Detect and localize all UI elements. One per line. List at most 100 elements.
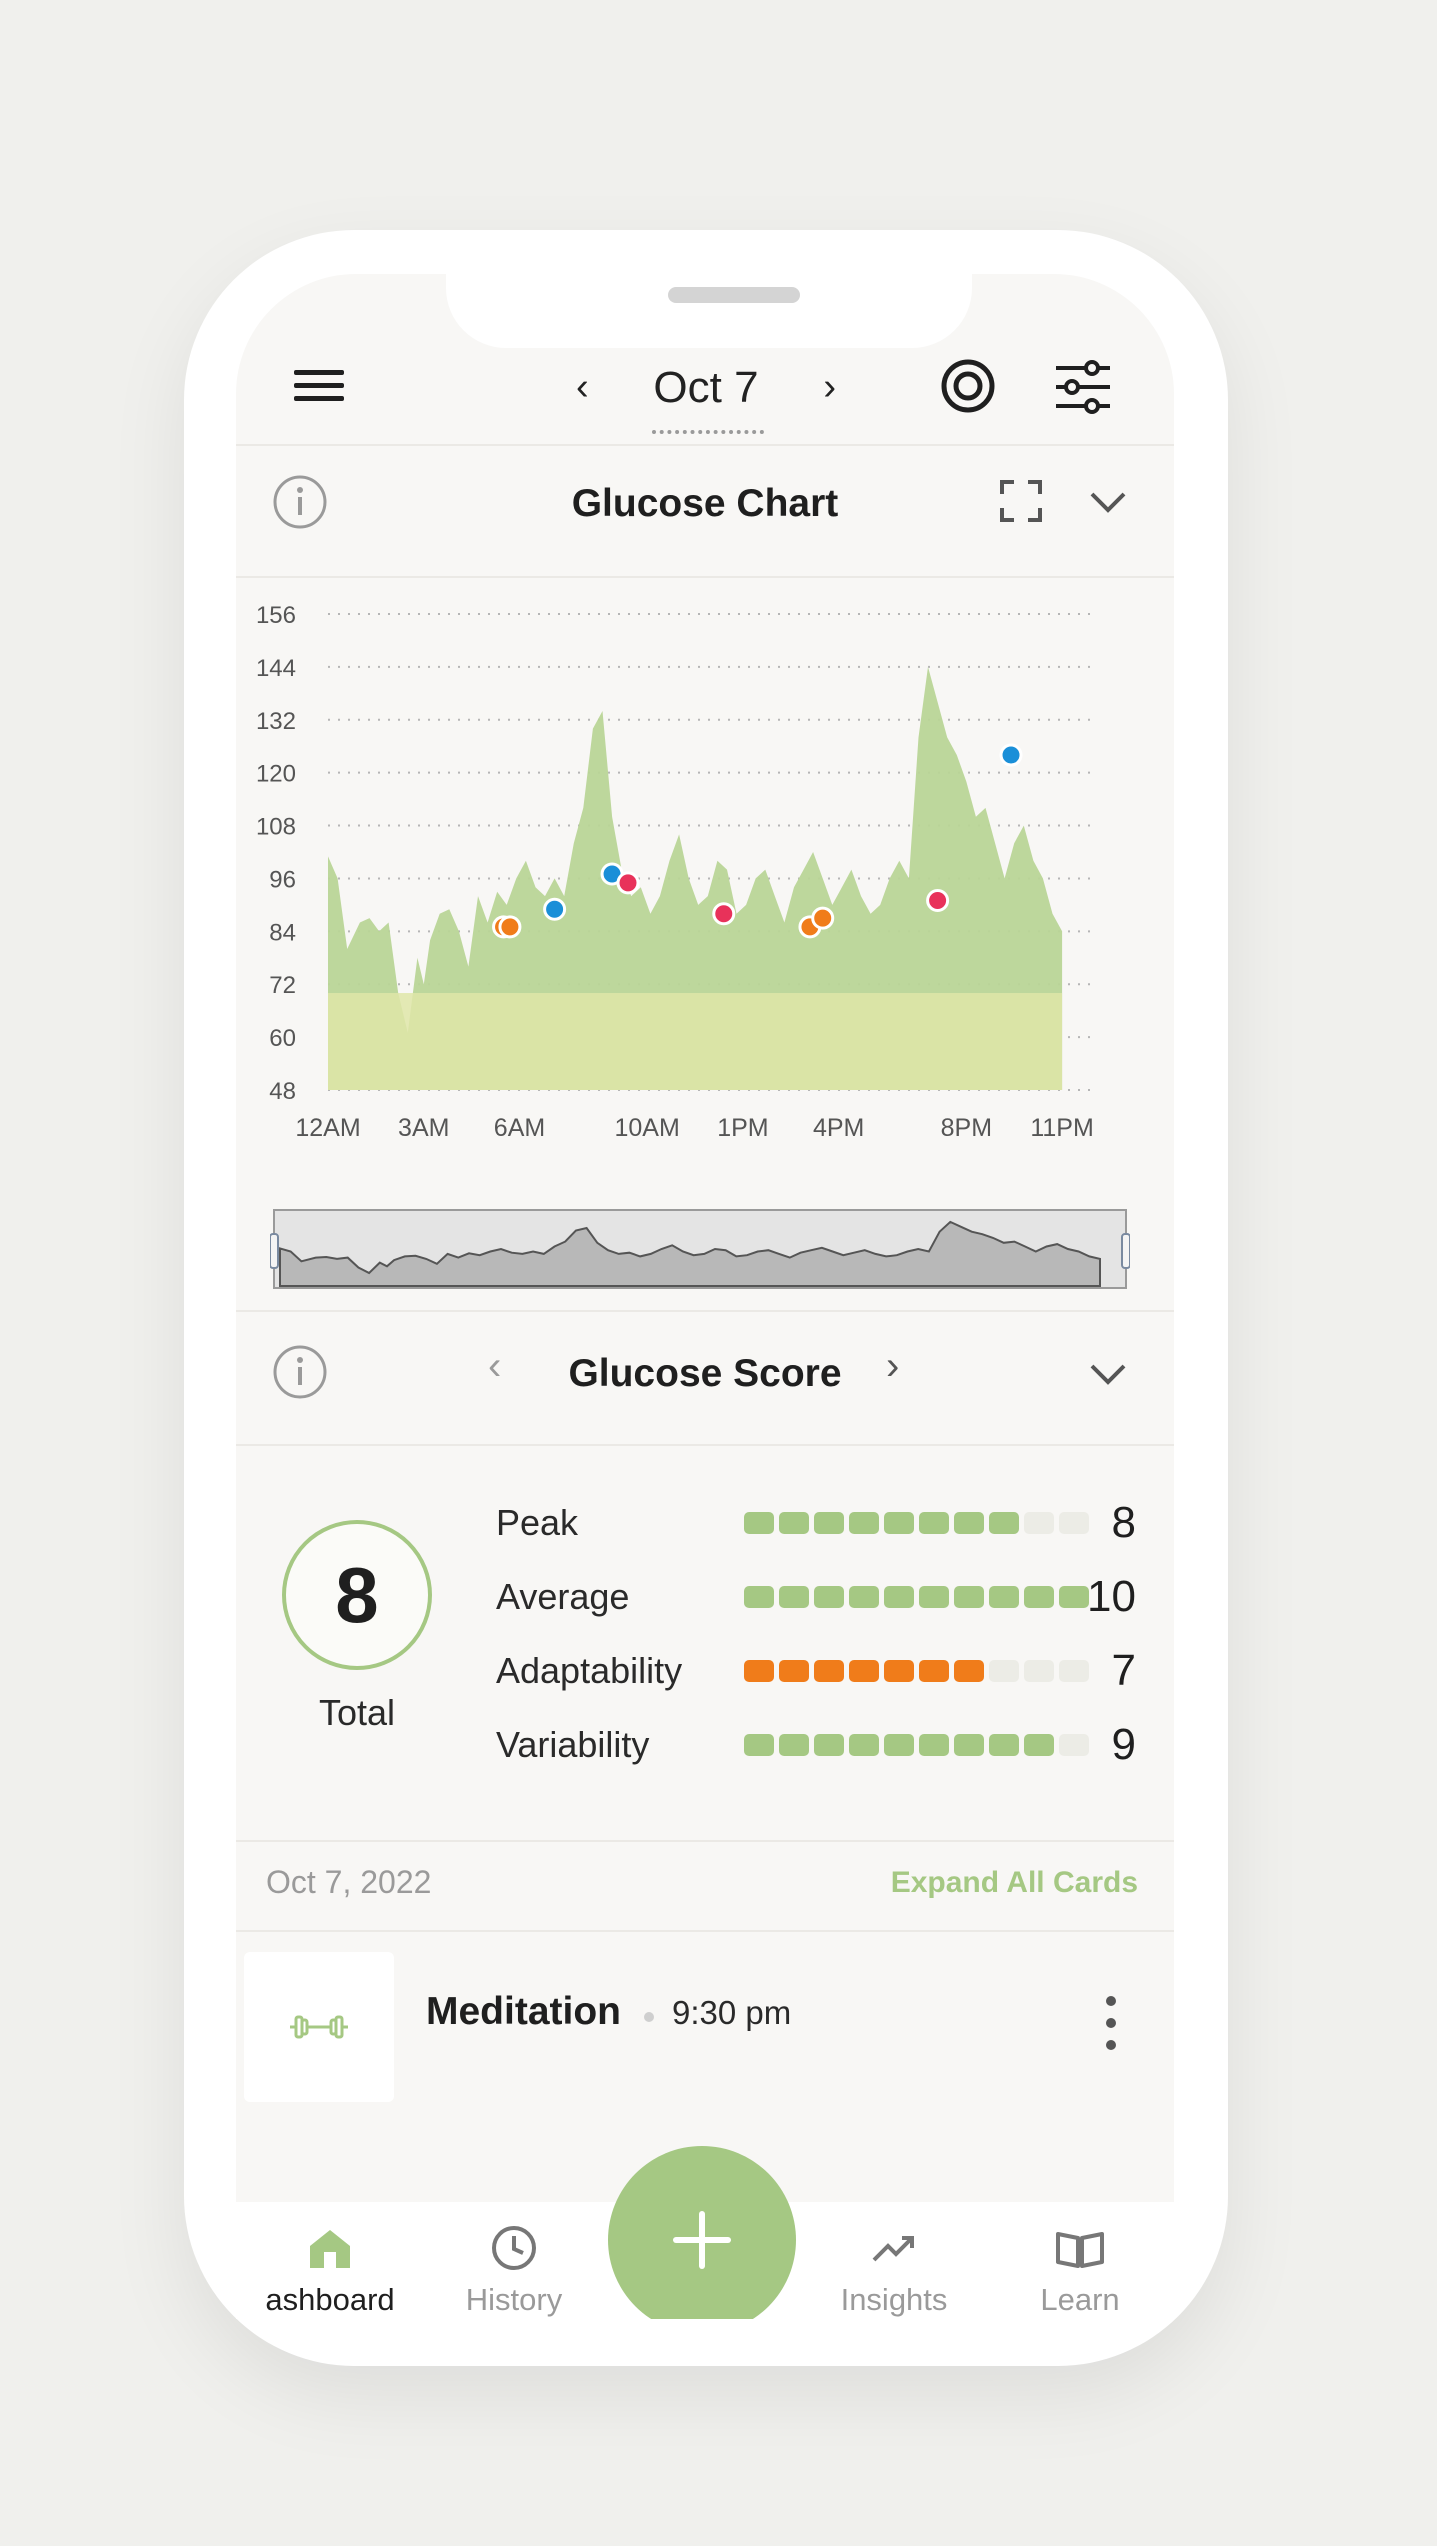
glucose-chart-header: Glucose Chart <box>236 446 1174 576</box>
bar-segment <box>884 1512 914 1534</box>
y-tick-label: 144 <box>256 655 296 682</box>
x-tick-label: 1PM <box>717 1114 768 1142</box>
y-tick-label: 120 <box>256 761 296 788</box>
metric-value: 7 <box>1111 1646 1136 1695</box>
target-icon[interactable] <box>940 358 996 414</box>
filter-sliders-icon[interactable] <box>1054 360 1112 414</box>
bar-segment <box>919 1734 949 1756</box>
tab-label: ashboard <box>265 2282 395 2317</box>
y-tick-label: 96 <box>269 866 296 893</box>
add-button[interactable] <box>608 2146 796 2319</box>
bar-segment <box>989 1734 1019 1756</box>
navigator-handle-right <box>1121 1233 1130 1269</box>
chart-range-navigator[interactable] <box>270 1208 1130 1292</box>
total-score-label: Total <box>318 1692 396 1733</box>
bar-segment <box>884 1734 914 1756</box>
bar-segment <box>849 1512 879 1534</box>
bar-segment <box>919 1586 949 1608</box>
tab-learn[interactable]: Learn <box>986 2202 1174 2319</box>
event-marker <box>811 906 835 930</box>
speaker-grille <box>668 287 800 303</box>
divider <box>236 1930 1174 1932</box>
phone-notch <box>446 274 972 348</box>
bar-segment <box>779 1660 809 1682</box>
tab-label: Insights <box>840 2282 948 2317</box>
card-time: 9:30 pm <box>672 1994 792 2031</box>
tab-history[interactable]: History <box>420 2202 608 2319</box>
chevron-right-icon[interactable]: › <box>886 1344 900 1388</box>
bar-segment <box>989 1660 1019 1682</box>
glucose-chart[interactable]: 48 60 72 84 96 108 120 132 144 156 12AM 3AM 6AM 10AM 1… <box>236 584 1174 1184</box>
home-icon <box>310 2230 350 2268</box>
metric-label: Peak <box>496 1502 579 1543</box>
event-marker <box>926 888 950 912</box>
bar-segment <box>1024 1586 1054 1608</box>
metric-value: 9 <box>1111 1720 1136 1769</box>
y-tick-label: 48 <box>269 1078 296 1105</box>
navigator-handle-left <box>270 1233 279 1269</box>
bar-segment <box>1059 1660 1089 1682</box>
chevron-right-icon[interactable]: › <box>823 366 836 408</box>
y-tick-label: 60 <box>269 1025 296 1052</box>
x-tick-label: 12AM <box>295 1114 360 1142</box>
chevron-down-icon[interactable] <box>1088 490 1128 516</box>
activity-card[interactable]: Meditation 9:30 pm <box>236 1932 1174 2156</box>
bar-segment <box>954 1660 984 1682</box>
date-underline <box>652 430 764 434</box>
x-tick-label: 6AM <box>494 1114 545 1142</box>
metric-value: 8 <box>1111 1498 1136 1547</box>
tab-dashboard[interactable]: ashboard <box>236 2202 424 2319</box>
bar-segment <box>849 1734 879 1756</box>
plus-icon <box>673 2211 731 2269</box>
score-metric-row: Variability 9 <box>496 1718 1156 1778</box>
y-tick-label: 156 <box>256 602 296 629</box>
info-icon[interactable] <box>272 1344 328 1400</box>
glucose-chart-title: Glucose Chart <box>571 482 839 525</box>
tab-label: Learn <box>1040 2282 1120 2317</box>
menu-icon[interactable] <box>294 366 344 406</box>
app-screen: ‹ Oct 7 › Glucose Chart <box>236 274 1174 2319</box>
y-tick-label: 108 <box>256 814 296 841</box>
day-date-label: Oct 7, 2022 <box>266 1864 432 1900</box>
metric-bar <box>744 1660 1092 1684</box>
y-tick-label: 84 <box>269 919 296 946</box>
clock-icon <box>492 2226 536 2270</box>
current-date[interactable]: Oct 7 <box>653 363 759 412</box>
metric-bar <box>744 1734 1092 1758</box>
bar-segment <box>954 1586 984 1608</box>
info-icon[interactable] <box>272 474 328 530</box>
metric-bar <box>744 1586 1092 1610</box>
score-metric-row: Adaptability 7 <box>496 1644 1156 1704</box>
divider <box>236 1310 1174 1312</box>
bar-segment <box>744 1734 774 1756</box>
chevron-down-icon[interactable] <box>1088 1362 1128 1388</box>
bar-segment <box>954 1734 984 1756</box>
score-metric-row: Peak 8 <box>496 1496 1156 1556</box>
bar-segment <box>814 1512 844 1534</box>
bar-segment <box>814 1660 844 1682</box>
bar-segment <box>779 1512 809 1534</box>
dumbbell-icon <box>290 2015 348 2039</box>
bar-segment <box>779 1734 809 1756</box>
chevron-left-icon[interactable]: ‹ <box>488 1344 502 1388</box>
more-options-icon[interactable] <box>1104 1996 1118 2056</box>
fullscreen-icon[interactable] <box>1000 480 1042 522</box>
glucose-score-header: ‹ Glucose Score › <box>236 1314 1174 1444</box>
bar-segment <box>744 1660 774 1682</box>
bar-segment <box>1024 1734 1054 1756</box>
tab-insights[interactable]: Insights <box>800 2202 988 2319</box>
y-tick-label: 72 <box>269 972 296 999</box>
bar-segment <box>954 1512 984 1534</box>
divider <box>236 1444 1174 1446</box>
x-tick-label: 3AM <box>398 1114 449 1142</box>
target-band <box>328 993 1063 1090</box>
chevron-left-icon[interactable]: ‹ <box>576 366 589 408</box>
top-bar: ‹ Oct 7 › <box>236 344 1174 444</box>
x-tick-label: 4PM <box>813 1114 864 1142</box>
bar-segment <box>849 1586 879 1608</box>
expand-all-cards-link[interactable]: Expand All Cards <box>890 1866 1138 1899</box>
event-marker <box>616 871 640 895</box>
metric-value: 10 <box>1087 1572 1136 1621</box>
bar-segment <box>919 1512 949 1534</box>
bar-segment <box>779 1586 809 1608</box>
